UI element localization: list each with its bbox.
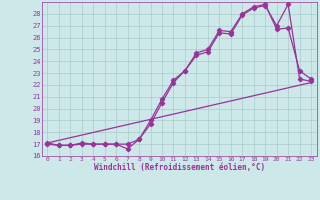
X-axis label: Windchill (Refroidissement éolien,°C): Windchill (Refroidissement éolien,°C): [94, 163, 265, 172]
